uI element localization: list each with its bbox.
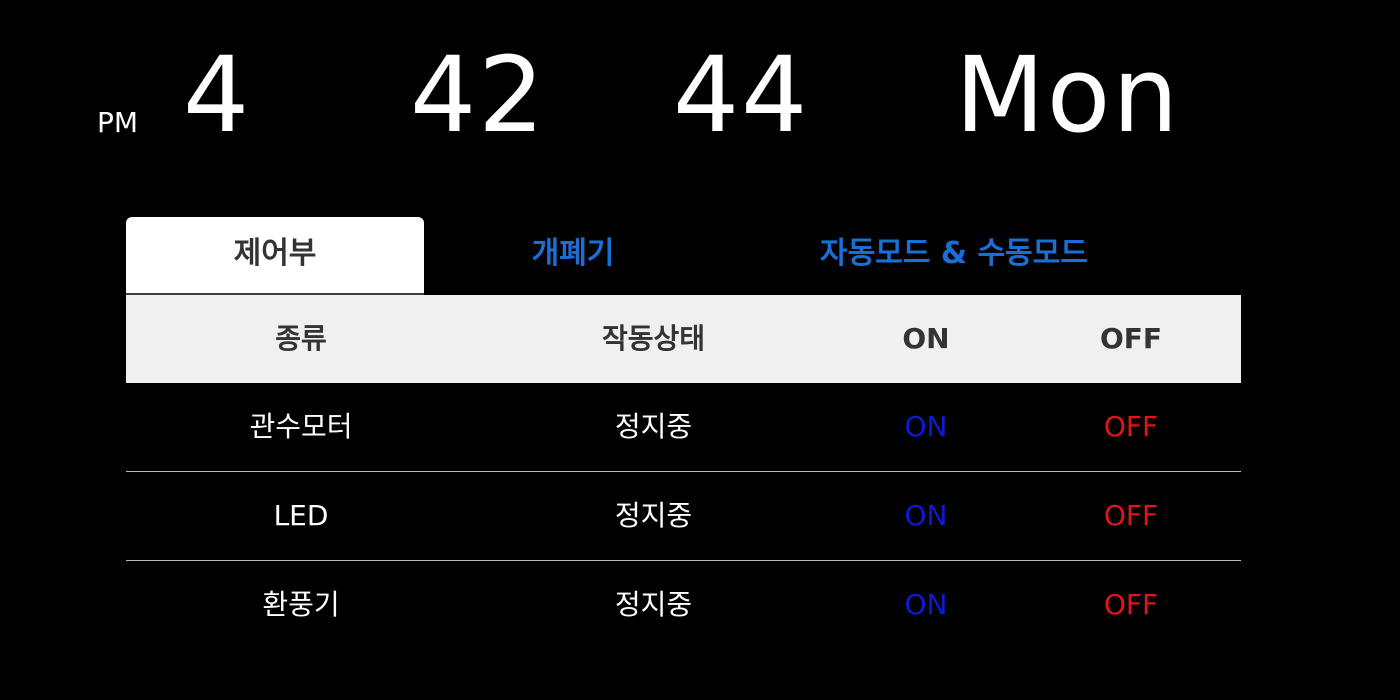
clock-hour: 4 (183, 34, 252, 156)
on-button[interactable]: ON (904, 588, 948, 621)
device-name: LED (273, 499, 329, 532)
off-button[interactable]: OFF (1103, 410, 1159, 443)
table-row: LED 정지중 ON OFF (126, 472, 1241, 561)
table-row: 관수모터 정지중 ON OFF (126, 383, 1241, 472)
device-status: 정지중 (614, 499, 693, 532)
on-button[interactable]: ON (904, 410, 948, 443)
off-button[interactable]: OFF (1103, 499, 1159, 532)
header-status: 작동상태 (601, 322, 706, 355)
tab-bar: 제어부 개폐기 자동모드 & 수동모드 (126, 217, 1241, 297)
device-status: 정지중 (614, 410, 693, 443)
header-on: ON (902, 322, 950, 355)
header-off: OFF (1099, 322, 1163, 355)
device-status: 정지중 (614, 588, 693, 621)
table-row: 환풍기 정지중 ON OFF (126, 561, 1241, 649)
device-name: 환풍기 (262, 588, 340, 621)
tab-auto-manual-mode[interactable]: 자동모드 & 수동모드 (820, 236, 1088, 271)
clock-day: Mon (955, 34, 1181, 156)
clock-display: PM 4 42 44 Mon (0, 40, 1400, 150)
header-type: 종류 (275, 322, 327, 355)
off-button[interactable]: OFF (1103, 588, 1159, 621)
tab-switch[interactable]: 개폐기 (531, 236, 615, 271)
table-header: 종류 작동상태 ON OFF (126, 295, 1241, 383)
device-name: 관수모터 (249, 410, 353, 443)
clock-minute: 42 (410, 34, 547, 156)
on-button[interactable]: ON (904, 499, 948, 532)
tab-control[interactable]: 제어부 (126, 217, 424, 297)
clock-ampm: PM (97, 106, 139, 139)
device-control-table: 종류 작동상태 ON OFF 관수모터 정지중 ON OFF LED 정지중 O… (126, 295, 1241, 649)
clock-second: 44 (673, 34, 810, 156)
